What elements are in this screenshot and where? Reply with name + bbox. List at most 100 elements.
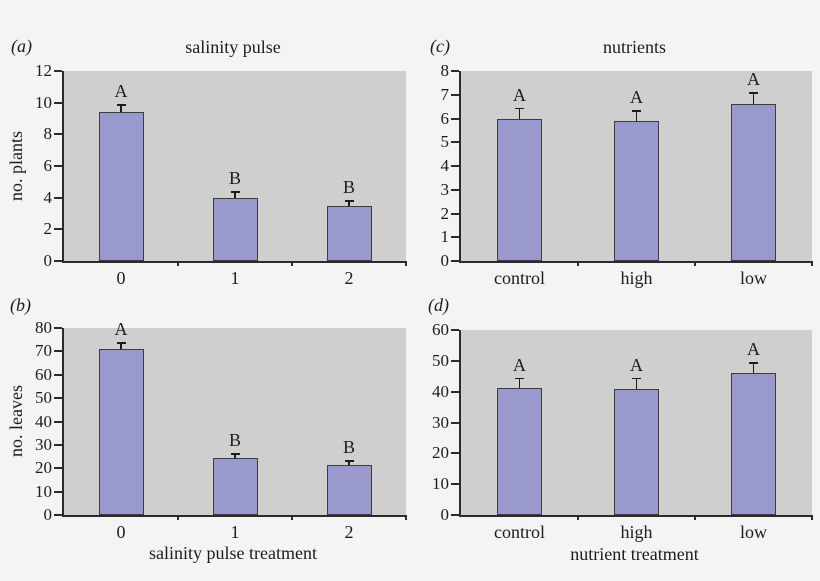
error-bar-cap xyxy=(749,92,758,94)
error-bar-cap xyxy=(749,362,758,364)
bar-high xyxy=(614,120,659,261)
y-tick xyxy=(54,327,62,329)
y-tick xyxy=(451,70,459,72)
y-tick-label: 30 xyxy=(432,412,449,432)
y-tick-label: 50 xyxy=(35,388,52,408)
x-tick xyxy=(811,515,813,520)
significance-letter: A xyxy=(114,81,128,102)
x-tick xyxy=(405,515,407,520)
y-tick-label: 60 xyxy=(35,364,52,384)
x-tick xyxy=(577,515,579,520)
x-category-label: low xyxy=(740,268,767,288)
y-tick-label: 60 xyxy=(432,320,449,339)
error-bar-line xyxy=(234,453,236,458)
y-tick xyxy=(54,443,62,446)
panel-c-title: nutrients xyxy=(603,37,666,57)
y-tick-label: 40 xyxy=(35,411,52,431)
error-bar-line xyxy=(348,200,350,206)
panel-a-title: salinity pulse xyxy=(185,37,281,57)
y-tick xyxy=(451,390,459,393)
error-bar-cap xyxy=(515,107,524,110)
error-bar-cap xyxy=(632,377,641,380)
panel-b-label: (b) xyxy=(10,295,31,315)
y-tick xyxy=(451,117,459,120)
panel-b-x-axis-label: salinity pulse treatment xyxy=(149,543,317,563)
y-tick-label: 5 xyxy=(440,132,450,152)
y-tick xyxy=(451,141,459,144)
y-tick xyxy=(451,329,459,331)
x-category-label: 0 xyxy=(116,522,126,542)
y-tick-label: 6 xyxy=(43,156,53,175)
bar-2 xyxy=(326,464,372,515)
significance-letter: A xyxy=(513,84,526,105)
y-tick xyxy=(54,228,62,231)
significance-letter: B xyxy=(228,168,241,189)
x-category-label: control xyxy=(494,522,545,542)
panel-a-plot-area: 0 2 4 6 8 10 12 A 0 B 1 B 2 xyxy=(35,61,407,288)
significance-letter: A xyxy=(747,69,760,90)
error-bar-line xyxy=(635,377,638,389)
y-tick xyxy=(54,490,62,493)
x-category-label: 1 xyxy=(230,268,240,288)
y-tick xyxy=(54,165,62,167)
x-category-label: 2 xyxy=(344,268,354,288)
bar-0 xyxy=(98,112,144,261)
y-tick xyxy=(451,483,459,486)
y-tick xyxy=(451,236,459,239)
x-category-label: 1 xyxy=(230,522,240,542)
y-tick xyxy=(451,421,459,424)
x-category-label: low xyxy=(740,522,767,542)
error-bar-cap xyxy=(230,191,240,193)
y-tick xyxy=(54,373,62,376)
x-category-label: high xyxy=(620,268,653,288)
y-tick-label: 2 xyxy=(43,219,53,239)
y-tick-label: 20 xyxy=(35,458,52,478)
y-tick xyxy=(451,260,459,262)
significance-letter: A xyxy=(630,354,643,375)
y-tick xyxy=(54,514,62,516)
y-tick-label: 7 xyxy=(440,84,450,104)
x-category-label: high xyxy=(620,522,653,542)
x-tick xyxy=(291,515,293,520)
y-tick xyxy=(54,397,62,400)
y-tick-label: 3 xyxy=(440,179,450,199)
significance-letter: B xyxy=(342,437,355,458)
y-tick-label: 80 xyxy=(35,318,52,337)
error-bar-line xyxy=(752,92,755,105)
y-tick xyxy=(451,188,459,191)
x-category-label: 0 xyxy=(116,268,126,288)
bar-control xyxy=(497,387,542,515)
error-bar-line xyxy=(518,107,521,119)
y-tick-label: 2 xyxy=(440,203,450,223)
x-tick xyxy=(577,261,579,266)
y-tick xyxy=(54,350,62,353)
error-bar-line xyxy=(518,377,521,388)
y-tick xyxy=(54,101,62,104)
y-tick-label: 12 xyxy=(35,61,52,80)
bar-control xyxy=(497,118,542,261)
panel-b-salinity-leaves: (b) no. leaves salinity pulse treatment … xyxy=(0,290,410,581)
bar-low xyxy=(731,373,776,515)
panel-d-label: (d) xyxy=(428,295,449,315)
x-category-label: control xyxy=(494,268,545,288)
y-tick-label: 30 xyxy=(35,434,52,454)
y-tick-label: 50 xyxy=(432,350,449,370)
significance-letter: A xyxy=(114,319,128,340)
y-tick xyxy=(451,514,459,516)
error-bar-line xyxy=(120,342,122,350)
error-bar-line xyxy=(120,104,122,113)
bar-1 xyxy=(212,457,258,515)
y-tick xyxy=(54,420,62,423)
y-tick xyxy=(451,359,459,362)
y-tick xyxy=(451,93,459,96)
error-bar-cap xyxy=(116,104,126,106)
significance-letter: A xyxy=(513,354,526,375)
error-bar-cap xyxy=(344,460,354,462)
bar-low xyxy=(731,104,776,261)
error-bar-cap xyxy=(230,453,240,455)
bar-high xyxy=(614,388,659,515)
y-tick-label: 0 xyxy=(440,505,450,524)
